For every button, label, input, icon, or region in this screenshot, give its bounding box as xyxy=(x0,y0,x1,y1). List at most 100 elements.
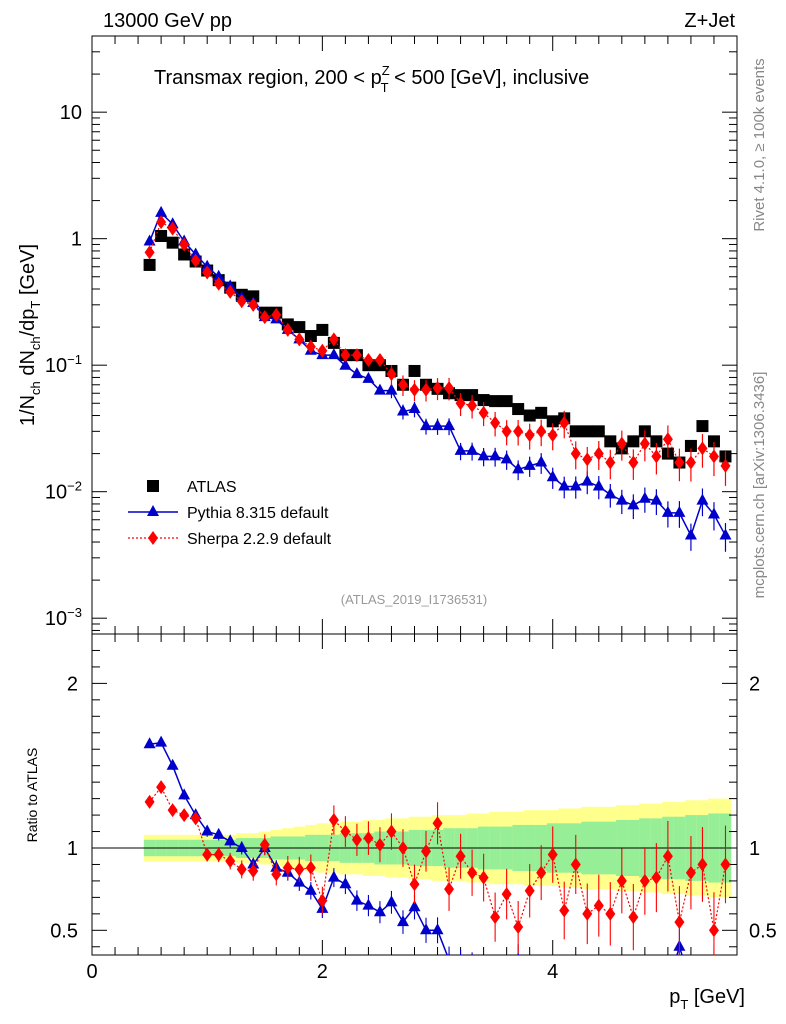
ratio-pythia-point xyxy=(627,976,639,987)
ratio-sherpa-point xyxy=(421,844,432,859)
pythia-point xyxy=(477,449,490,461)
sherpa-point xyxy=(305,339,316,354)
sherpa-point xyxy=(662,432,673,447)
main-ytick-exp: −2 xyxy=(67,479,82,494)
sherpa-point xyxy=(294,332,305,347)
ratio-pythia-point xyxy=(639,981,651,992)
pythia-point xyxy=(558,479,571,491)
pythia-point xyxy=(420,419,433,431)
ratio-sherpa-point xyxy=(674,915,685,930)
pythia-point xyxy=(373,383,386,395)
x-tick-label: 2 xyxy=(317,961,328,983)
ratio-sherpa-point xyxy=(386,824,397,839)
atlas-point xyxy=(477,394,490,407)
pythia-point xyxy=(673,505,686,517)
sherpa-point xyxy=(236,294,247,309)
sherpa-point xyxy=(455,396,466,411)
atlas-point xyxy=(684,439,697,452)
atlas-point xyxy=(581,425,594,438)
ratio-sherpa-point xyxy=(340,824,351,839)
sherpa-point xyxy=(697,441,708,456)
pythia-point xyxy=(327,348,340,360)
sherpa-point xyxy=(628,455,639,470)
ratio-pythia-point xyxy=(489,966,501,977)
sherpa-point xyxy=(593,446,604,461)
main-ytick-label: 10−2 xyxy=(45,479,82,504)
pythia-point xyxy=(500,452,513,464)
ratio-sherpa-point xyxy=(513,920,524,935)
main-ytick-base: 10 xyxy=(45,608,67,630)
main-ytick-exp: −3 xyxy=(67,605,82,620)
ratio-pythia-point xyxy=(327,870,340,882)
pythia-point xyxy=(350,367,363,379)
ratio-pythia-point xyxy=(420,923,433,935)
main-axis-ticks: 10−3 10−2 10−1 1 10 xyxy=(45,35,738,634)
ratio-sherpa-point xyxy=(213,847,224,862)
sherpa-point xyxy=(225,284,236,299)
ratio-pythia-point xyxy=(385,895,398,907)
pythia-point xyxy=(155,205,168,217)
pythia-point xyxy=(569,479,582,491)
pythia-point xyxy=(581,474,594,486)
ratio-pythia-point xyxy=(373,905,386,917)
ratio-pythia-point xyxy=(604,973,616,984)
ratio-pythia-point xyxy=(155,735,168,747)
atlas-point xyxy=(523,409,536,422)
ratio-pythia-point xyxy=(478,963,490,974)
ratio-sherpa-point xyxy=(478,870,489,885)
sherpa-point xyxy=(179,237,190,252)
x-axis-label: pT [GeV] xyxy=(669,986,745,1012)
sherpa-point xyxy=(708,449,719,464)
ratio-sherpa-point xyxy=(455,849,466,864)
sherpa-point xyxy=(559,415,570,430)
ratio-sherpa-point xyxy=(662,849,673,864)
ratio-pythia-point xyxy=(304,883,317,895)
ratio-sherpa-point xyxy=(305,860,316,875)
ratio-ylabel: Ratio to ATLAS xyxy=(24,748,40,843)
ratio-pythia-point xyxy=(447,952,451,955)
ratio-sherpa-point xyxy=(167,803,178,818)
ratio-pythia-point xyxy=(235,841,248,852)
legend-marker-sherpa xyxy=(148,531,158,545)
sherpa-point xyxy=(432,381,443,396)
ratio-pythia-point xyxy=(501,969,513,980)
pythia-point xyxy=(615,493,628,505)
header-right: Z+Jet xyxy=(684,10,735,32)
pythia-point xyxy=(408,402,421,414)
pythia-point xyxy=(535,455,548,467)
ratio-sherpa-point xyxy=(179,808,190,823)
sherpa-point xyxy=(478,405,489,420)
side-label-rivet: Rivet 4.1.0, ≥ 100k events xyxy=(751,58,768,231)
atlas-point xyxy=(155,229,168,242)
header-left: 13000 GeV pp xyxy=(103,10,232,32)
main-ytick-label: 1 xyxy=(71,229,82,251)
plot-title-sub: T xyxy=(381,80,389,95)
ratio-sherpa-point xyxy=(236,862,247,877)
atlas-point xyxy=(627,435,640,448)
ratio-sherpa-point xyxy=(605,906,616,921)
pythia-point xyxy=(604,487,617,499)
sherpa-point xyxy=(685,455,696,470)
legend: ATLAS Pythia 8.315 default Sherpa 2.2.9 … xyxy=(128,479,332,548)
ratio-data-layer xyxy=(143,735,731,992)
atlas-point xyxy=(293,321,306,334)
sherpa-point xyxy=(501,424,512,439)
sherpa-point xyxy=(202,265,213,280)
pythia-point xyxy=(362,371,375,383)
ratio-sherpa-point xyxy=(432,816,443,831)
sherpa-point xyxy=(144,245,155,260)
atlas-point xyxy=(535,406,548,419)
sherpa-point xyxy=(444,381,455,396)
pythia-point xyxy=(189,247,202,259)
sherpa-point xyxy=(409,382,420,397)
ratio-sherpa-point xyxy=(374,837,385,852)
main-ytick-label: 10−3 xyxy=(45,605,82,630)
pythia-point xyxy=(661,505,674,517)
main-ytick-label: 10−1 xyxy=(45,352,82,377)
ratio-sherpa-point xyxy=(582,906,593,921)
ratio-sherpa-point xyxy=(248,864,259,879)
atlas-point xyxy=(512,403,525,416)
ratio-sherpa-point xyxy=(697,857,708,872)
ratio-sherpa-point xyxy=(225,854,236,869)
ratio-pythia-point xyxy=(558,976,570,987)
